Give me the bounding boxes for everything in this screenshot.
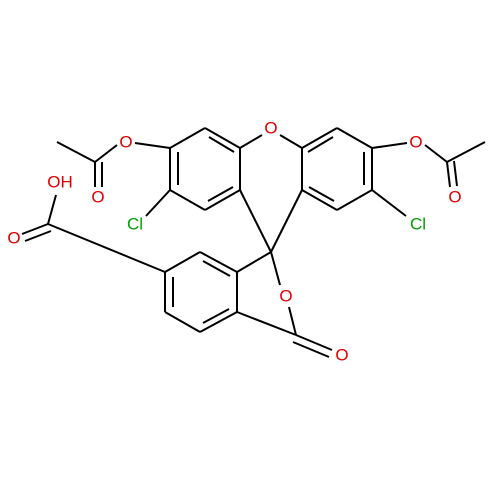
atom-labels: O O O O O Cl Cl OH O O O — [7, 119, 461, 365]
atom-label: OH — [47, 173, 73, 192]
atom-label: O — [335, 346, 348, 365]
atom-label: O — [409, 133, 422, 152]
atom-label: O — [91, 188, 104, 207]
bonds — [21, 127, 486, 358]
atom-label: O — [279, 287, 292, 306]
atom-label: O — [264, 119, 277, 138]
atom-label: O — [448, 188, 461, 207]
atom-label: Cl — [127, 215, 143, 234]
atom-label: O — [119, 133, 132, 152]
atom-label: O — [7, 229, 20, 248]
atom-label: Cl — [410, 215, 426, 234]
